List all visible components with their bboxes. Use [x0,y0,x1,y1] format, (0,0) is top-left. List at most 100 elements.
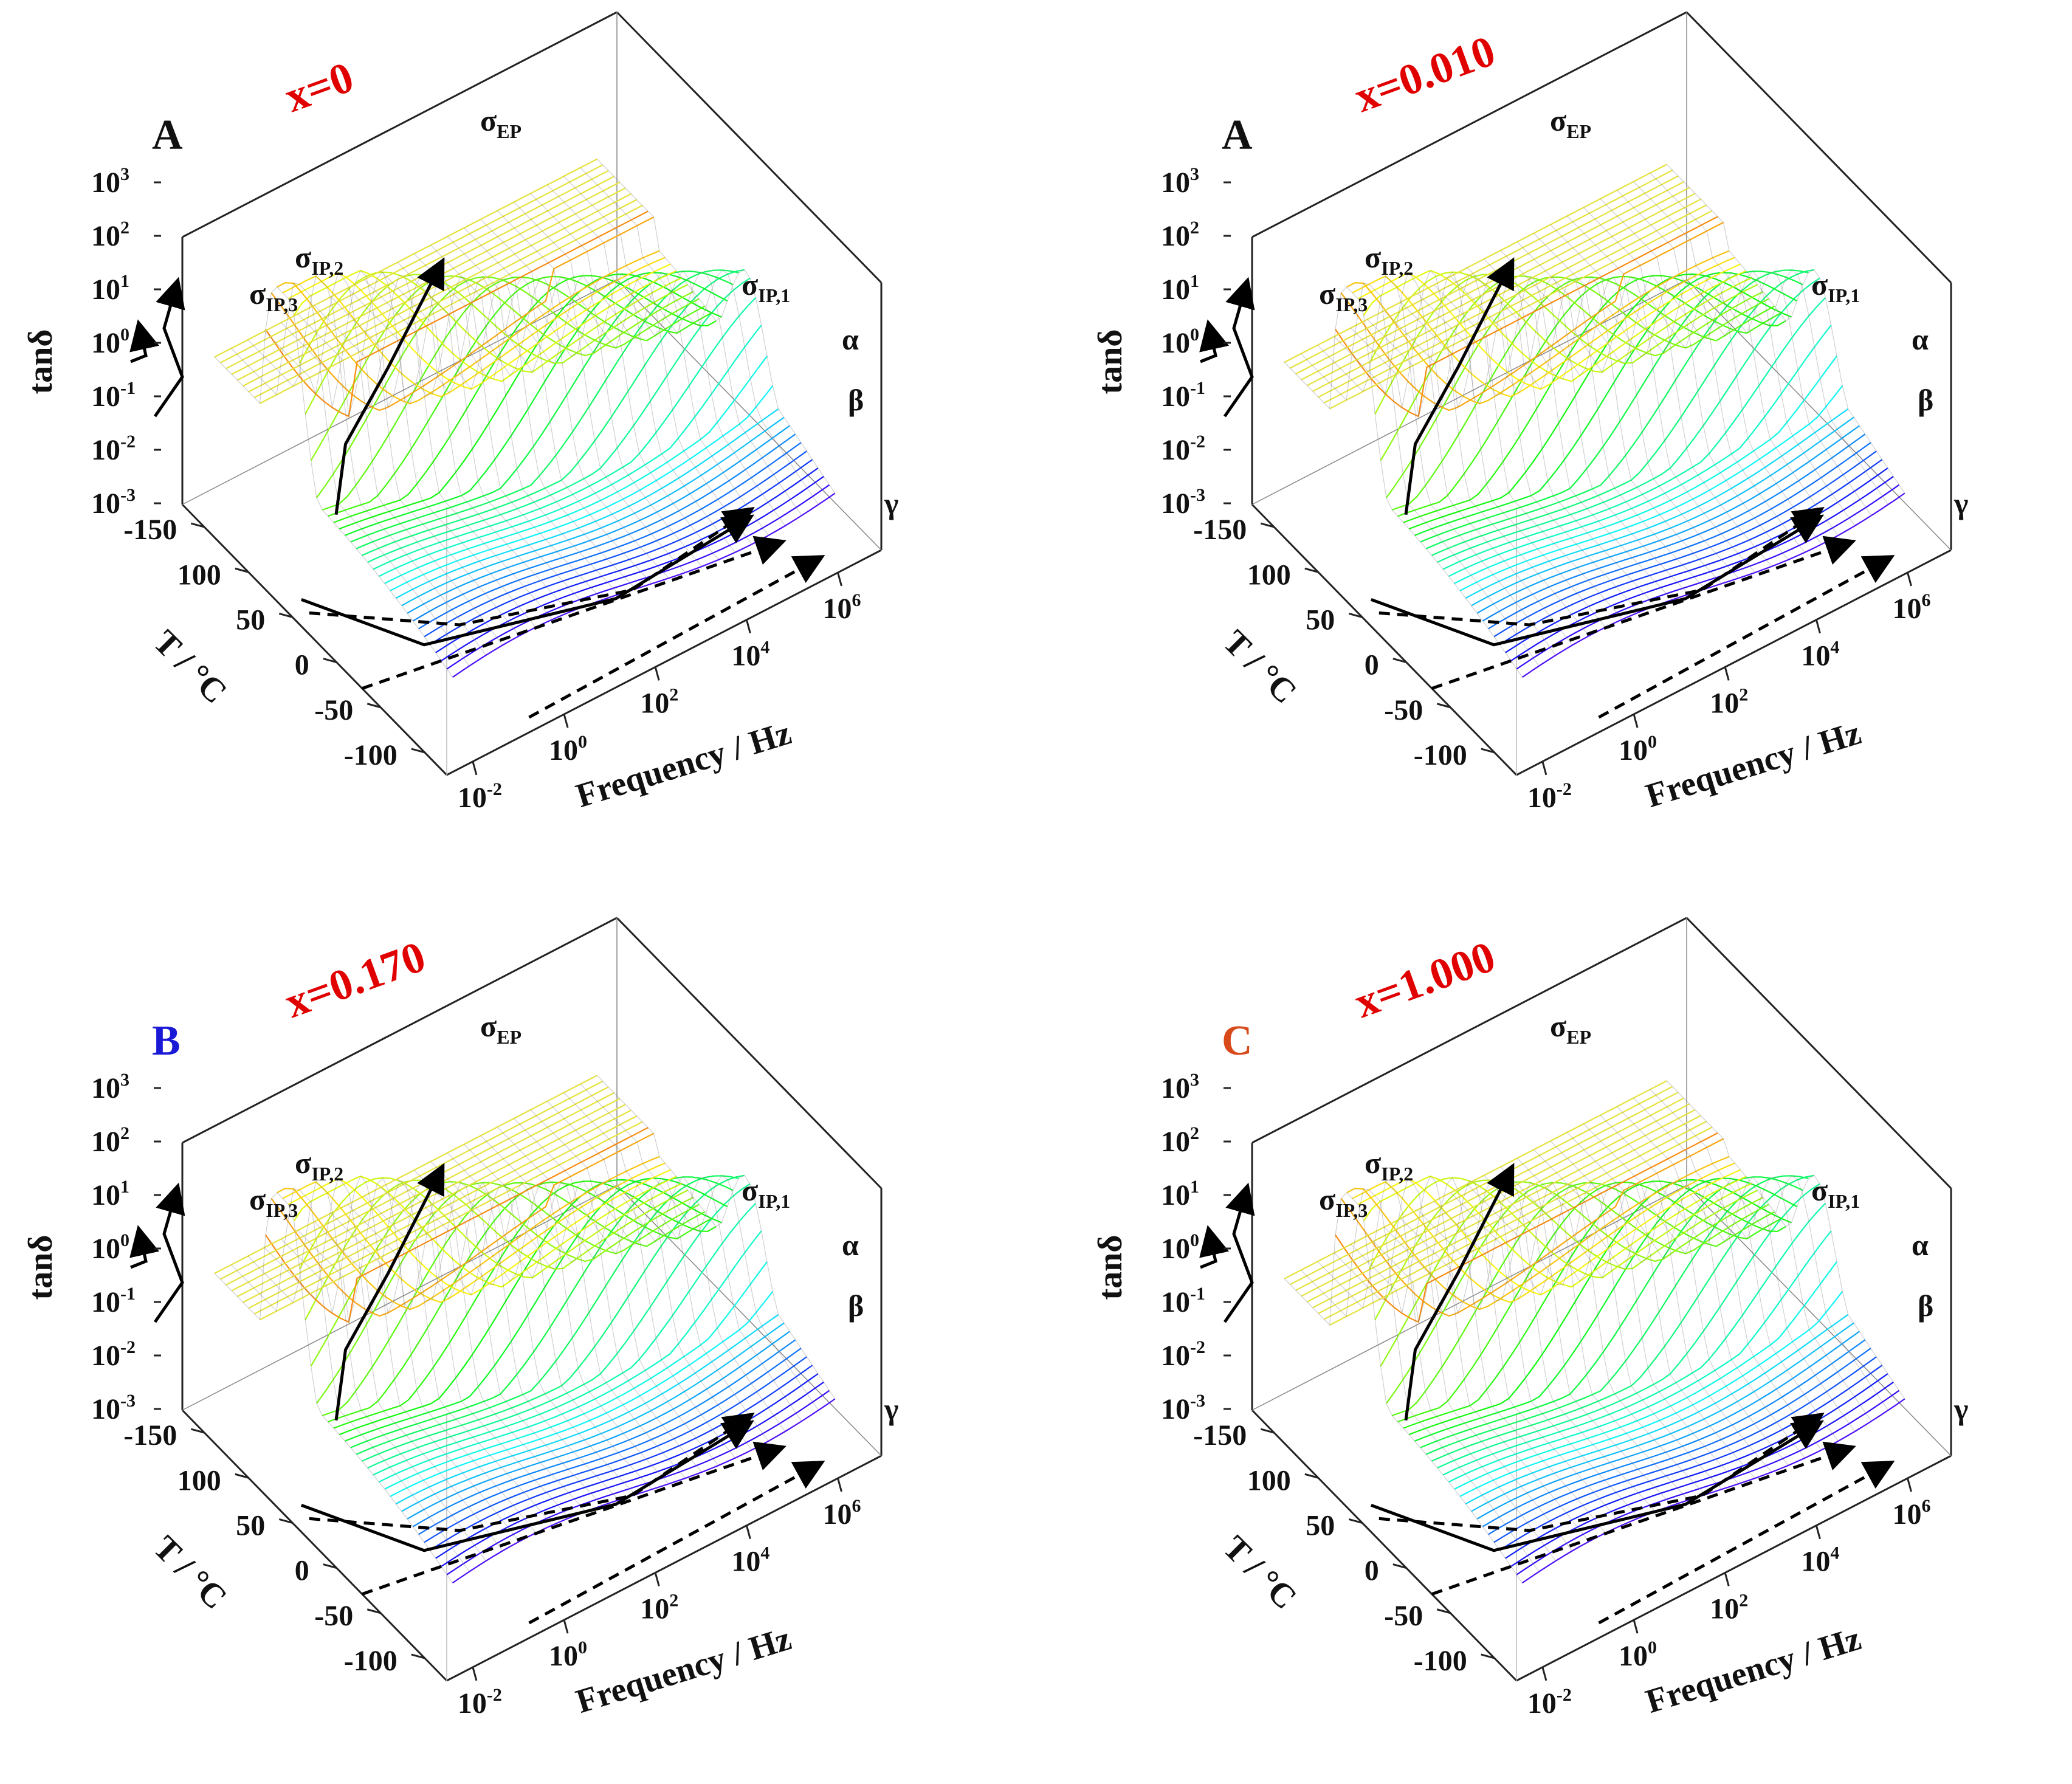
surface-isofreq [514,202,752,545]
surface-isotherm [248,193,632,393]
sigma-ip1-curve [1370,1420,1824,1552]
surface-isofreq [214,1192,453,1583]
surface-isotherm [1408,273,1792,530]
surface-plot: 10310210110010-110-210-3tanδ-150100500-5… [1092,917,1968,1721]
t-tick-label: 0 [295,649,309,681]
surface-isotherm [1408,1179,1792,1436]
f-tick-label: 102 [640,1590,678,1625]
box-edge [1685,11,1952,284]
beta-label: β [1918,383,1933,417]
surface-isotherm [1465,408,1849,599]
surface-isotherm [1510,475,1894,662]
sigma-ip3-label: σIP,3 [1319,1182,1368,1221]
box-edge [446,549,882,776]
t-tick-label: 50 [1306,604,1335,636]
surface-isotherm [293,1175,677,1288]
surface-isofreq [464,1144,703,1473]
box-edge [181,1409,448,1682]
surface-isofreq [347,276,586,607]
surface-isofreq [247,1181,486,1562]
surface-isofreq [580,1084,819,1411]
f-tick-mark [563,714,569,728]
t-tick-mark [1260,522,1275,528]
f-tick-mark [1541,761,1547,776]
t-tick-mark [1392,658,1407,664]
surface-isotherm [1340,221,1724,412]
beta-relaxation-curve [1431,536,1856,690]
axis-box [181,11,883,776]
alpha-relaxation-curve [1378,506,1825,627]
surface-isofreq [397,1178,636,1495]
surface-isotherm [1318,198,1701,398]
surface-isotherm [1397,275,1781,517]
beta-relaxation-curve [361,1441,786,1596]
surface-isofreq [1450,276,1689,595]
t-tick-label: 0 [295,1555,309,1587]
surface-isofreq [1483,1175,1723,1490]
surface-isofreq [1533,233,1772,567]
surface-isotherm [1323,1120,1707,1320]
surface-isotherm [265,1127,649,1323]
surface-isotherm [1521,1398,1905,1584]
surface-isotherm [401,416,785,607]
surface-isofreq [530,193,769,536]
surface-isotherm [356,269,739,549]
f-tick-label: 10-2 [458,1685,502,1720]
t-tick-mark [323,658,337,664]
surface-isotherm [446,484,830,670]
surface-isotherm [1340,1138,1724,1317]
surface-isofreq [413,1169,653,1490]
z-tick-label: 10-2 [1161,1337,1205,1372]
surface-isotherm [362,269,745,556]
sigma-ep-curve [1404,1163,1515,1421]
surface-isotherm [424,450,807,638]
f-tick-mark [1724,1572,1730,1586]
f-tick-label: 106 [823,1496,861,1531]
z-tick-label: 101 [1161,271,1199,306]
surface-isotherm [362,1174,745,1462]
surface-isofreq [1367,271,1606,628]
z-tick-label: 102 [1161,1123,1199,1158]
f-tick-mark [837,1478,842,1492]
surface-isofreq [1516,1158,1756,1479]
surface-isofreq [563,176,802,516]
surface-isotherm [446,1390,830,1576]
sigma-ip3-label: σIP,3 [249,277,298,315]
surface-isotherm [282,1162,666,1303]
z-axis-title: tanδ [22,1235,60,1300]
surface-isofreq [480,219,719,560]
surface-isotherm [1521,492,1905,678]
t-tick-label: -50 [1384,694,1423,726]
z-tick-label: 10-3 [91,1391,136,1425]
surface-isotherm [299,1177,683,1279]
surface-isofreq [1566,215,1806,553]
gamma-relaxation-curve [1598,555,1895,719]
surface-isotherm [1301,1097,1684,1297]
panel-x-0-010: 103 102 101 100 10-1 10-2 10-3 tanδ -150 100 50 0 -5… [1070,0,2042,875]
surface-isofreq [347,1182,586,1512]
box-edge [1685,917,1952,1190]
box-edge [1251,503,1518,776]
f-tick-label: 10-2 [1527,779,1572,814]
f-tick-mark [1907,572,1912,587]
z-tick-label: 102 [91,218,129,252]
sigma-ip3-label: σIP,3 [1319,277,1368,315]
surface-isofreq [497,210,736,553]
f-tick-mark [1633,1619,1639,1634]
sigma-ip1-label: σIP,1 [1811,267,1860,306]
surface-isofreq [1400,274,1639,613]
panel-letter: B [152,1018,181,1064]
relaxation-curves [1199,257,1895,719]
surface-isotherm [1465,1314,1849,1505]
surface-isotherm [287,263,671,390]
surface-isotherm [1369,271,1752,373]
surface-isotherm [1380,275,1764,461]
box-edge [182,279,618,505]
surface-isofreq [1334,272,1573,646]
surface-isotherm [1516,484,1900,670]
surface-isotherm [1442,297,1826,570]
sigma-ep-label: σEP [1550,103,1591,142]
surface-isotherm [424,1356,807,1543]
surface-isofreq [1633,1097,1872,1422]
f-tick-label: 100 [549,732,587,766]
